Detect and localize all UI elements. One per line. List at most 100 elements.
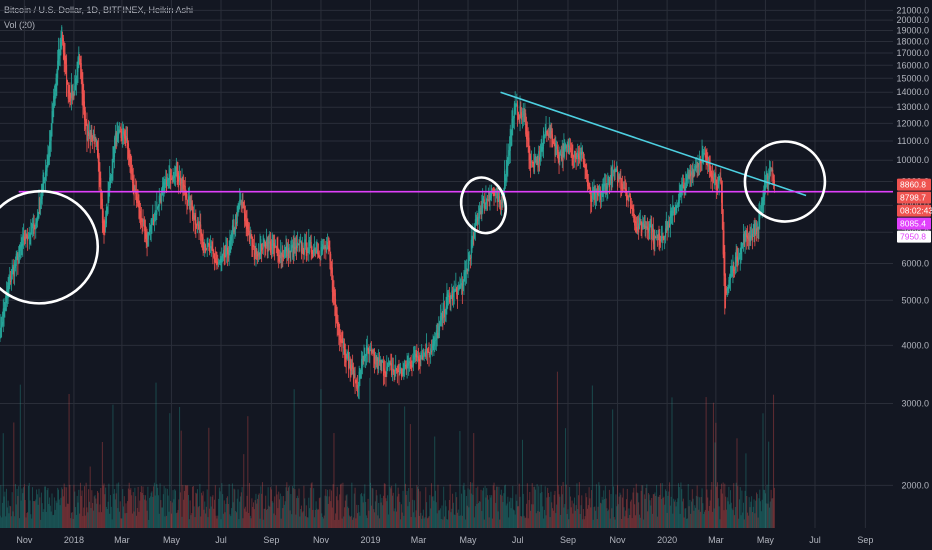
candle-body (36, 219, 38, 226)
volume-bar (237, 489, 239, 528)
candle-body (206, 239, 208, 250)
candle-body (456, 290, 458, 299)
candle-body (293, 242, 295, 252)
candle-body (391, 368, 393, 370)
volume-bar (761, 499, 763, 528)
volume-bar (63, 483, 65, 528)
volume-bar (351, 482, 353, 528)
candle-body (573, 155, 575, 159)
candle-body (683, 185, 685, 195)
price-label-box (897, 230, 931, 243)
volume-bar (415, 510, 417, 528)
volume-bar (201, 492, 203, 528)
volume-bar (571, 500, 573, 528)
candle-body (110, 174, 112, 185)
candle-body (473, 237, 475, 239)
candle-body (762, 196, 764, 206)
candle-body (511, 118, 513, 136)
candle-body (203, 242, 205, 251)
candle-body (271, 243, 273, 249)
candle-body (20, 244, 22, 249)
volume-bar (197, 507, 199, 528)
volume-bar (454, 515, 456, 528)
volume-bar (455, 492, 457, 528)
candle-body (430, 348, 432, 354)
volume-bar (654, 492, 656, 528)
volume-bar (677, 483, 679, 528)
candle-body (616, 169, 618, 171)
volume-bar (572, 513, 574, 528)
candle-body (752, 230, 754, 237)
candle-body (584, 162, 586, 168)
candle-body (274, 245, 276, 249)
candle-body (264, 240, 266, 248)
candle-body (554, 143, 556, 156)
candle-body (83, 93, 85, 110)
candle-body (212, 248, 214, 254)
candle-body (548, 126, 550, 136)
volume-bar (497, 511, 499, 528)
volume-bar (416, 485, 418, 528)
volume-bar (228, 484, 230, 528)
candle-body (440, 318, 442, 321)
volume-bar (4, 491, 6, 528)
volume-bar (114, 489, 116, 528)
candle-body (361, 355, 363, 367)
volume-bar (277, 508, 279, 528)
candle-body (152, 214, 154, 225)
candle-body (375, 357, 377, 365)
candle-body (573, 150, 575, 158)
volume-bar (310, 483, 312, 528)
candle-body (224, 255, 226, 257)
candle-body (284, 249, 286, 254)
candle-body (703, 152, 705, 155)
candle-body (695, 165, 697, 168)
candle-body (439, 321, 441, 331)
volume-bar (10, 506, 12, 528)
volume-bar (450, 512, 452, 528)
candle-body (754, 228, 756, 240)
volume-bar (711, 482, 713, 528)
volume-bar (640, 490, 642, 528)
volume-bar (535, 513, 537, 528)
volume-bar (618, 496, 620, 528)
candle-body (460, 283, 462, 288)
candle-body (277, 247, 279, 252)
volume-bar (453, 514, 455, 528)
candle-body (650, 225, 652, 227)
volume-bar (182, 484, 184, 528)
candle-body (79, 58, 81, 68)
volume-bar (474, 517, 476, 528)
volume-bar (360, 494, 362, 528)
volume-bar (321, 513, 323, 528)
candle-body (559, 151, 561, 159)
volume-bar (19, 518, 21, 528)
candle-body (90, 129, 92, 138)
volume-bar (151, 491, 153, 528)
candle-body (257, 250, 259, 256)
candle-body (439, 315, 441, 327)
volume-bar (213, 508, 215, 528)
volume-bar (543, 518, 545, 528)
candle-body (729, 273, 731, 280)
candle-body (133, 183, 135, 196)
candle-body (378, 360, 380, 362)
candle-body (174, 175, 176, 177)
volume-bar (261, 482, 263, 528)
candle-body (328, 245, 330, 250)
candle-body (729, 275, 731, 284)
volume-bar (235, 512, 237, 528)
volume-bar (180, 430, 182, 528)
candle-body (716, 184, 718, 191)
candle-body (75, 81, 77, 85)
volume-bar (282, 508, 284, 528)
candle-body (420, 353, 422, 361)
volume-bar (29, 500, 31, 528)
candle-body (89, 133, 91, 142)
candle-body (759, 210, 761, 220)
volume-bar (0, 515, 1, 528)
volume-bar (502, 502, 504, 528)
volume-bar (15, 504, 17, 528)
candle-body (537, 160, 539, 168)
